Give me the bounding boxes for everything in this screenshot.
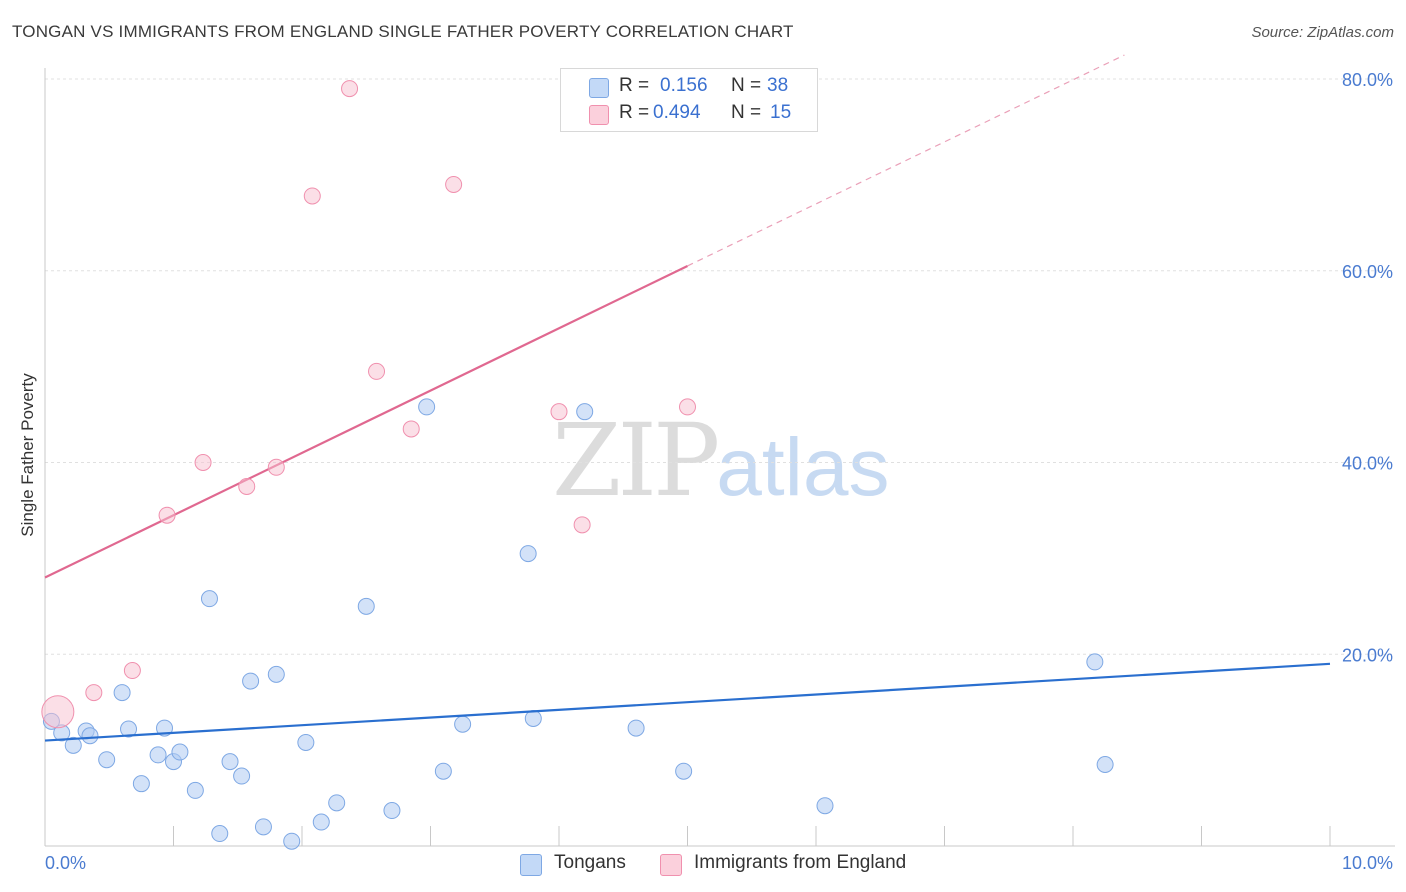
data-point-tongans xyxy=(675,762,693,780)
data-point-england xyxy=(267,458,285,476)
y-tick-label: 20.0% xyxy=(1342,645,1393,665)
data-point-tongans xyxy=(312,813,330,831)
data-point-tongans xyxy=(242,672,260,690)
source-credit: Source: ZipAtlas.com xyxy=(1251,24,1394,41)
data-point-england xyxy=(341,80,359,98)
data-point-england xyxy=(368,362,386,380)
data-point-tongans xyxy=(233,767,251,785)
bottom-legend-label-england: Immigrants from England xyxy=(694,852,907,873)
bottom-legend-label-tongans: Tongans xyxy=(554,852,626,873)
watermark-atlas: atlas xyxy=(716,422,890,513)
data-point-tongans xyxy=(576,403,594,421)
data-point-tongans xyxy=(418,398,436,416)
data-point-england xyxy=(238,477,256,495)
data-point-tongans xyxy=(283,832,301,850)
data-point-tongans xyxy=(132,775,150,793)
data-point-tongans xyxy=(221,753,239,771)
data-point-tongans xyxy=(98,751,116,769)
data-point-tongans xyxy=(113,684,131,702)
y-tick-label: 80.0% xyxy=(1342,70,1393,90)
watermark: ZIPatlas xyxy=(552,402,890,519)
data-point-tongans xyxy=(186,781,204,799)
data-point-tongans xyxy=(1086,653,1104,671)
data-point-england xyxy=(303,187,321,205)
bottom-legend-swatch-tongans xyxy=(520,854,542,876)
data-point-england xyxy=(85,684,103,702)
data-point-england xyxy=(445,175,463,193)
data-point-tongans xyxy=(211,825,229,843)
data-point-tongans xyxy=(200,590,218,608)
legend-n-label: N = xyxy=(731,102,762,123)
data-point-tongans xyxy=(171,743,189,761)
x-tick-label: 0.0% xyxy=(45,853,86,873)
data-point-tongans xyxy=(383,802,401,820)
data-point-tongans xyxy=(434,762,452,780)
bottom-legend-swatch-england xyxy=(660,854,682,876)
data-point-tongans xyxy=(1096,756,1114,774)
data-point-tongans xyxy=(120,720,138,738)
data-point-tongans xyxy=(267,665,285,683)
data-point-tongans xyxy=(816,797,834,815)
trend-line-tongans xyxy=(44,662,1331,742)
data-point-tongans xyxy=(519,545,537,563)
data-point-tongans xyxy=(149,746,167,764)
trend-line-england xyxy=(44,264,688,579)
legend-r-value: 0.494 xyxy=(653,102,701,123)
y-tick-label: 40.0% xyxy=(1342,454,1393,474)
watermark-zip: ZIP xyxy=(552,402,720,519)
legend-swatch-tongans xyxy=(589,78,609,98)
data-point-tongans xyxy=(454,715,472,733)
data-point-tongans xyxy=(297,733,315,751)
data-point-england xyxy=(550,403,568,421)
data-point-england xyxy=(402,420,420,438)
chart-title: TONGAN VS IMMIGRANTS FROM ENGLAND SINGLE… xyxy=(12,22,794,41)
data-point-tongans xyxy=(254,818,272,836)
legend-n-value: 38 xyxy=(767,75,789,96)
data-point-tongans xyxy=(64,736,82,754)
data-point-england xyxy=(123,662,141,680)
legend-n-label: N = xyxy=(731,75,762,96)
trend-line-england-projection xyxy=(687,54,1125,267)
y-tick-label: 60.0% xyxy=(1342,262,1393,282)
x-tick-label: 10.0% xyxy=(1342,853,1393,873)
data-point-england xyxy=(194,454,212,471)
data-point-england xyxy=(158,506,176,524)
legend-swatch-england xyxy=(589,105,609,125)
stats-legend: R = 0.156 N = 38 R = 0.494 N = 15 xyxy=(560,68,818,132)
data-point-tongans xyxy=(524,709,542,727)
data-point-england xyxy=(41,695,75,729)
legend-r-label: R = xyxy=(619,102,650,123)
data-point-tongans xyxy=(357,597,375,615)
data-point-england xyxy=(679,398,696,416)
legend-r-value: 0.156 xyxy=(660,75,708,96)
legend-n-value: 15 xyxy=(770,102,792,123)
data-point-tongans xyxy=(627,719,645,737)
data-point-tongans xyxy=(81,727,99,745)
legend-r-label: R = xyxy=(619,75,650,96)
data-point-tongans xyxy=(328,794,346,812)
data-point-england xyxy=(573,516,591,534)
